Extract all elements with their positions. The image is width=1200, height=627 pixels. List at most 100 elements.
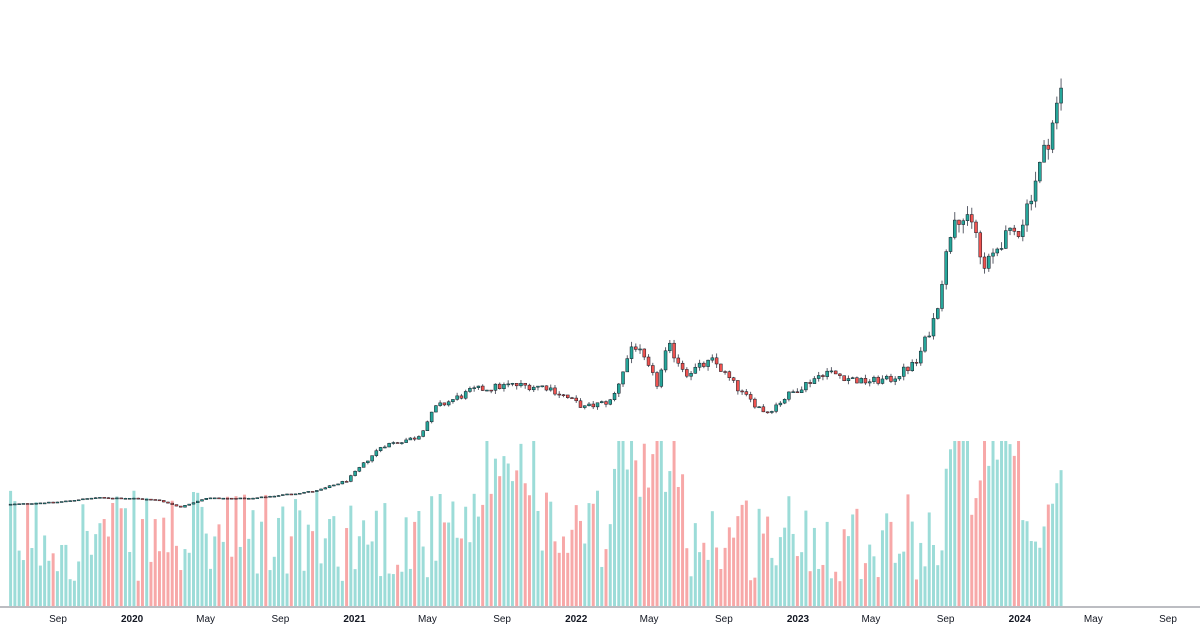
candle-body <box>225 497 230 500</box>
candle-body <box>604 401 608 405</box>
volume-bar <box>289 536 293 606</box>
volume-bar <box>800 552 804 606</box>
volume-bar <box>574 505 578 606</box>
volume-bar <box>68 579 72 606</box>
candle-body <box>387 443 391 448</box>
volume-bar <box>387 573 391 606</box>
candle-body <box>859 378 863 384</box>
volume-bar <box>332 516 336 606</box>
candle-body <box>1021 224 1025 237</box>
candle-body <box>13 503 17 506</box>
volume-bar <box>817 568 821 606</box>
candle-body <box>497 383 502 389</box>
candle-body <box>884 375 889 380</box>
candle-body <box>144 498 149 501</box>
volume-bar <box>829 578 833 606</box>
volume-bar <box>404 517 408 606</box>
candle-body <box>493 383 498 391</box>
volume-bar <box>570 529 574 606</box>
candle-body <box>638 348 642 351</box>
volume-bar <box>613 468 617 606</box>
volume-bar <box>455 537 459 606</box>
volume-bar <box>676 486 680 606</box>
candle-body <box>204 498 208 500</box>
volume-bar <box>889 521 893 606</box>
volume-bar <box>685 548 689 606</box>
candle-body <box>608 399 613 405</box>
volume-bar <box>902 551 906 606</box>
candle-body <box>795 391 800 393</box>
candle-body <box>514 383 519 387</box>
volume-bar <box>706 559 710 606</box>
volume-bar <box>693 523 697 606</box>
volume-bar <box>179 570 183 606</box>
candle-body <box>247 498 251 500</box>
candle-body <box>72 500 77 502</box>
candle-body <box>429 411 434 423</box>
candle-body <box>106 497 111 499</box>
volume-bar <box>192 492 195 606</box>
candle-body <box>889 375 893 382</box>
volume-bar <box>238 546 242 606</box>
candle-body <box>838 373 842 376</box>
volume-bar <box>978 480 982 606</box>
candle-body <box>863 378 868 384</box>
candle-body <box>842 375 846 381</box>
candle-body <box>816 375 821 379</box>
volume-bar <box>396 564 400 606</box>
volume-bar <box>119 508 123 606</box>
volume-bar <box>974 498 978 606</box>
x-tick-label: Sep <box>1159 614 1177 625</box>
candle-body <box>332 484 336 487</box>
volume-bar <box>111 502 115 606</box>
candle-body <box>1012 227 1017 232</box>
candle-body <box>502 384 506 389</box>
volume-bar <box>770 557 774 606</box>
volume-bar <box>485 441 489 606</box>
candle-body <box>736 380 740 392</box>
volume-bar <box>668 471 672 606</box>
candle-body <box>893 378 897 382</box>
candle-body <box>1029 200 1034 205</box>
candle-body <box>174 504 179 507</box>
volume-bar <box>600 566 604 606</box>
candle-body <box>340 481 345 485</box>
candle-body <box>693 366 698 374</box>
volume-bar <box>715 547 719 606</box>
candle-body <box>625 358 630 373</box>
candle-body <box>804 382 808 391</box>
volume-bar <box>1038 547 1042 606</box>
volume-bar <box>493 458 497 606</box>
candle-body <box>523 382 527 386</box>
candle-body <box>944 251 948 285</box>
volume-bar <box>391 574 395 606</box>
volume-bar <box>234 496 238 606</box>
volume-bar <box>736 516 740 606</box>
volume-bar <box>47 560 51 606</box>
candle-body <box>412 437 417 440</box>
volume-bar <box>64 544 68 606</box>
candle-body <box>940 284 944 309</box>
volume-bar <box>647 487 651 606</box>
volume-bar <box>123 508 127 606</box>
x-tick-label: Sep <box>715 614 733 625</box>
volume-bar <box>710 511 714 606</box>
candle-body <box>999 248 1004 250</box>
candle-body <box>583 405 587 408</box>
candle-body <box>315 490 319 492</box>
candle-body <box>123 498 128 500</box>
candle-body <box>761 406 766 413</box>
volume-bar <box>277 517 281 606</box>
candle-body <box>463 391 468 399</box>
volume-bar <box>914 579 918 606</box>
volume-bar <box>196 492 200 606</box>
volume-bar <box>400 571 404 606</box>
candle-body <box>978 232 983 258</box>
volume-bar <box>421 546 425 606</box>
volume-bar <box>115 496 119 606</box>
candle-body <box>974 221 978 233</box>
volume-bar <box>459 538 463 606</box>
candle-body <box>21 503 26 505</box>
volume-bar <box>502 456 506 606</box>
